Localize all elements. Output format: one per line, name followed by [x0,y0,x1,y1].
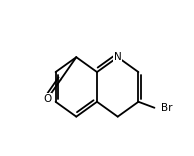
Text: O: O [43,94,51,104]
Text: Br: Br [161,103,172,113]
Text: N: N [114,52,122,62]
